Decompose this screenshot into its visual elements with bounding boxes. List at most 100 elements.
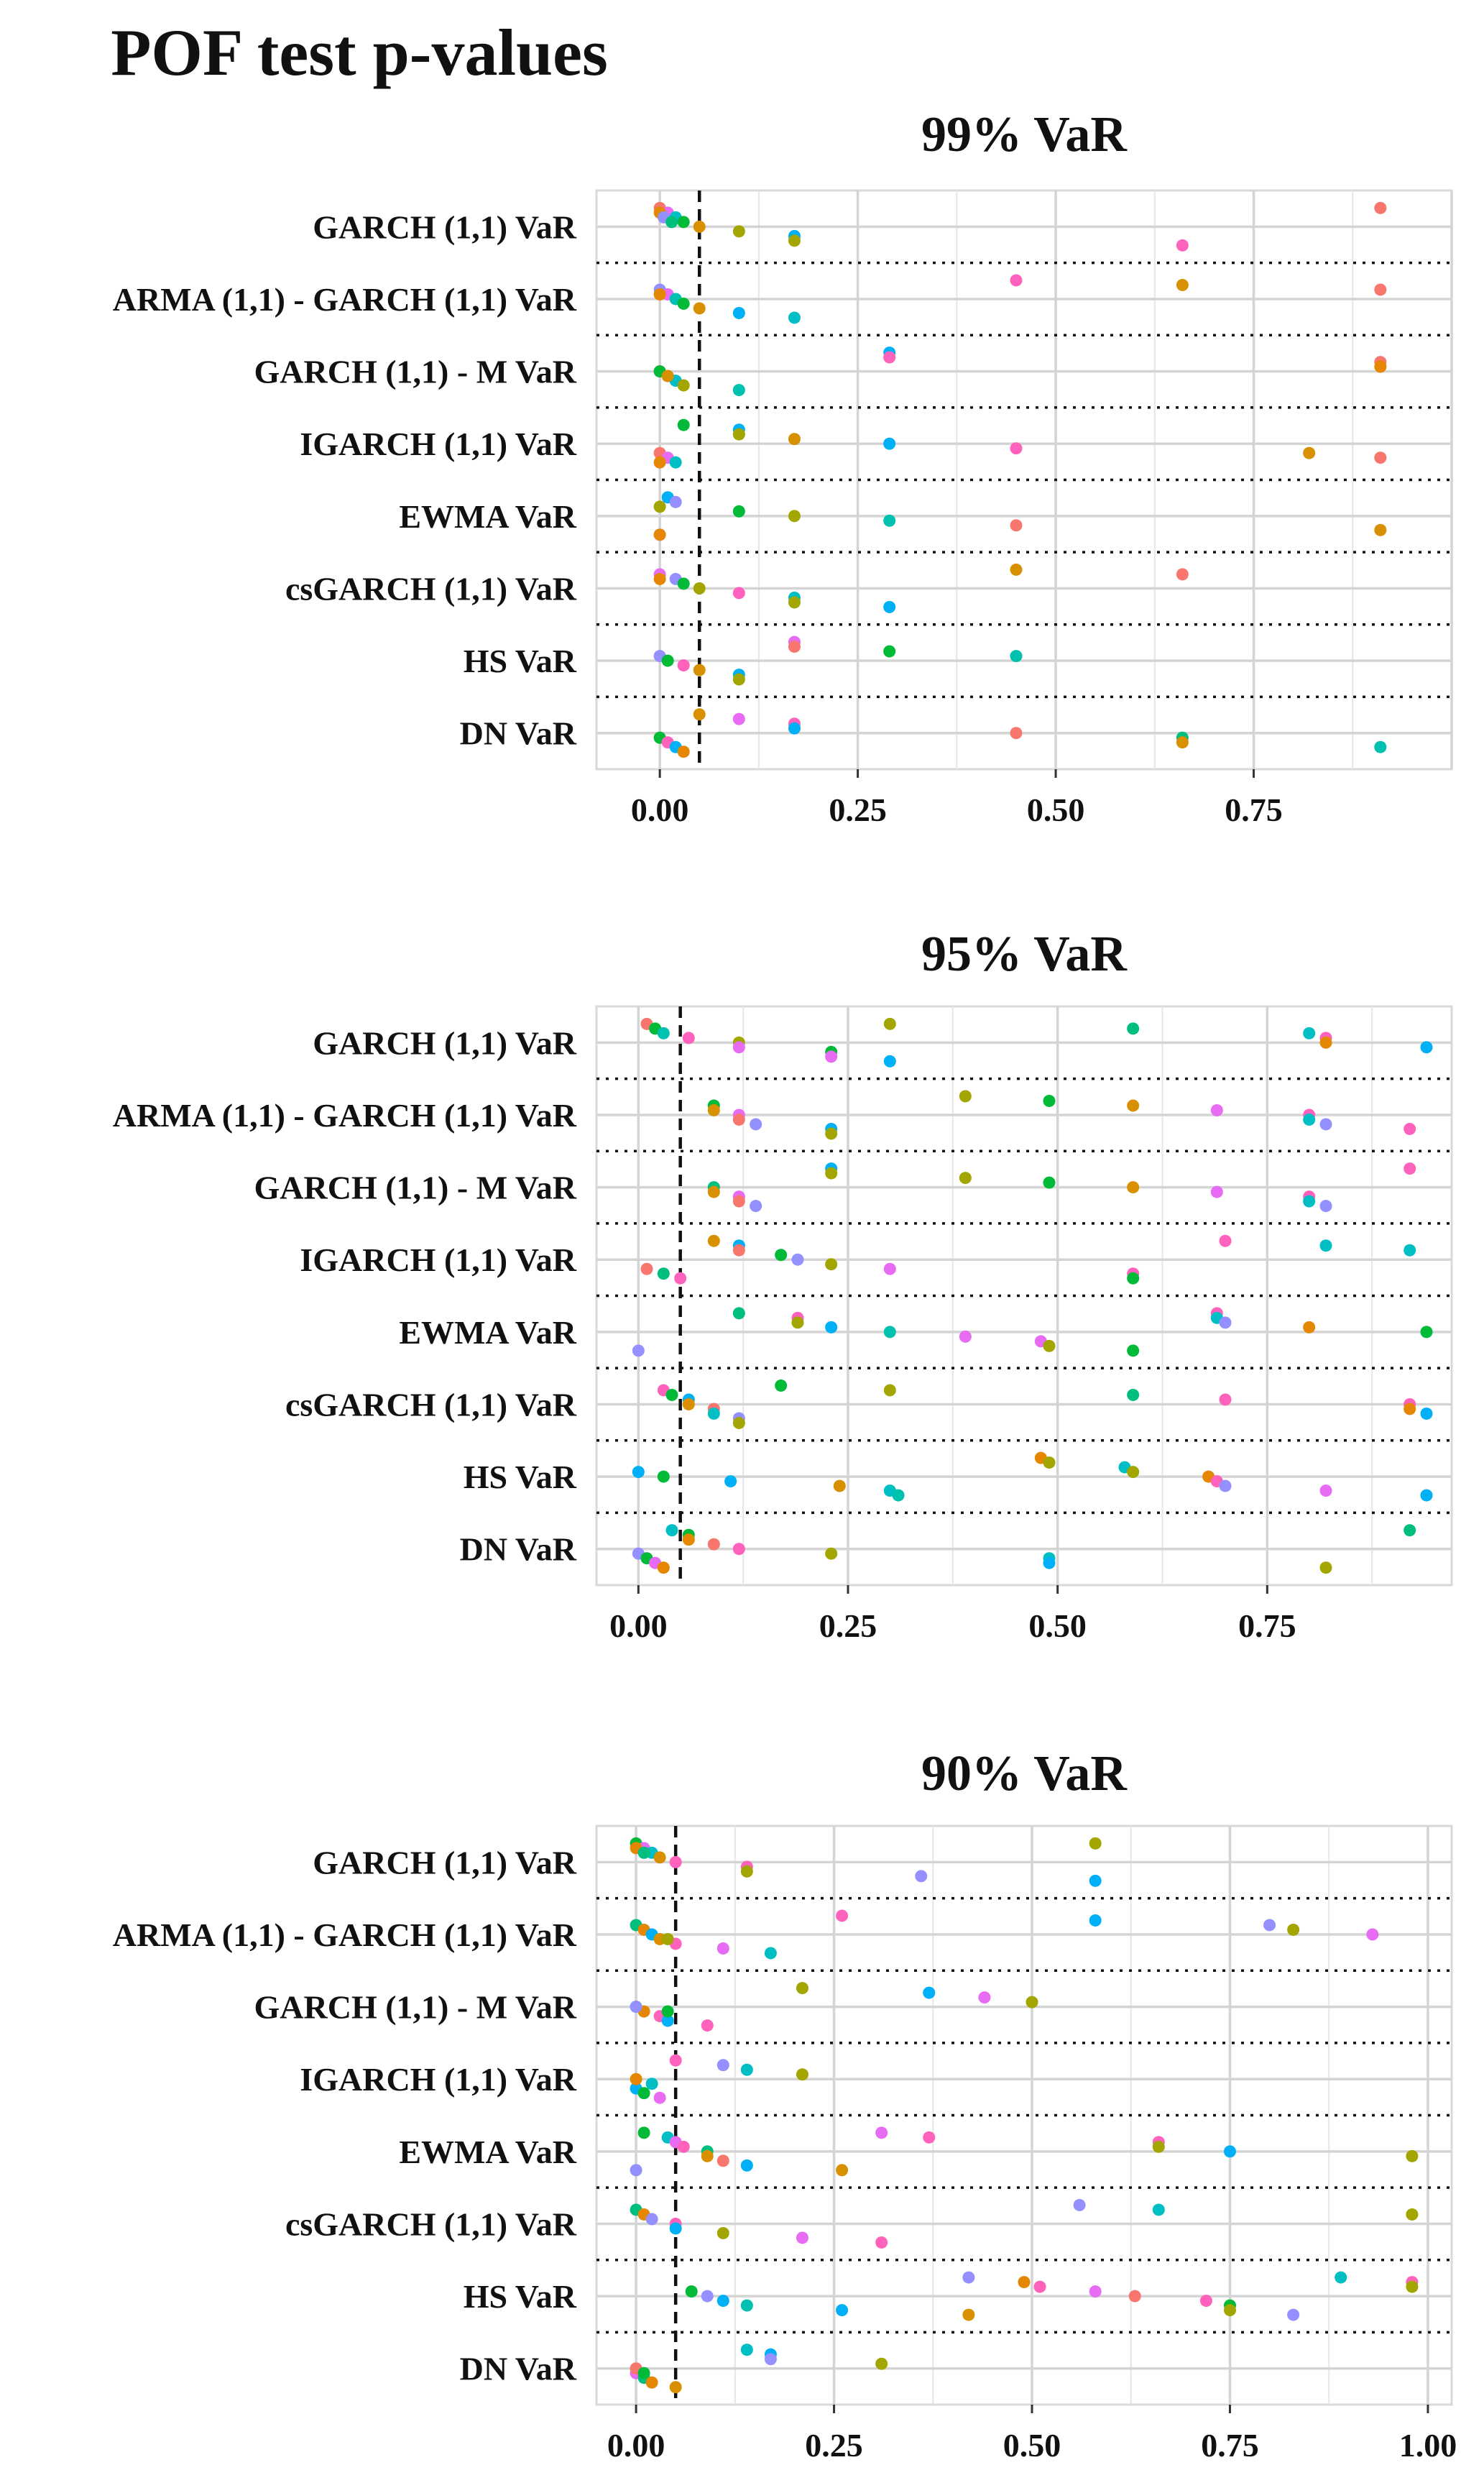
data-point: [962, 2308, 975, 2321]
data-point: [1089, 1837, 1102, 1850]
category-label: GARCH (1,1) VaR: [313, 1844, 577, 1881]
data-point: [1043, 1176, 1056, 1189]
data-point: [1043, 1456, 1056, 1469]
category-label: GARCH (1,1) VaR: [313, 1024, 577, 1061]
data-point: [677, 745, 690, 758]
data-point: [1043, 1556, 1056, 1569]
data-point: [707, 1185, 720, 1198]
data-point: [1176, 239, 1189, 252]
data-point: [1404, 1524, 1416, 1537]
data-point: [682, 1533, 695, 1546]
data-point: [764, 1947, 777, 1960]
data-point: [1018, 2276, 1031, 2289]
data-point: [788, 596, 801, 609]
data-point: [661, 369, 674, 382]
data-point: [653, 500, 666, 513]
data-point: [883, 514, 896, 527]
category-label: IGARCH (1,1) VaR: [300, 1241, 576, 1278]
x-tick-label: 0.50: [1003, 2427, 1061, 2464]
x-tick-label: 0.00: [609, 1607, 668, 1644]
data-point: [740, 2344, 753, 2356]
data-point: [657, 1470, 670, 1483]
data-point: [716, 1942, 729, 1955]
data-point: [1089, 1874, 1102, 1887]
data-point: [645, 2078, 658, 2090]
data-point: [665, 1524, 678, 1537]
data-point: [637, 2126, 650, 2139]
data-point: [716, 2059, 729, 2072]
data-point: [669, 1855, 682, 1868]
data-point: [637, 2367, 650, 2379]
x-tick-label: 0.50: [1027, 791, 1085, 828]
data-point: [962, 2271, 975, 2284]
data-point: [796, 1982, 808, 1995]
plot-area: [595, 1005, 1453, 1587]
plot-area: [595, 1824, 1453, 2406]
data-point: [1043, 1094, 1056, 1107]
category-label: DN VaR: [460, 2351, 577, 2387]
data-point: [825, 1050, 838, 1063]
data-point: [665, 216, 678, 229]
panel-title: 90% VaR: [921, 1746, 1128, 1801]
data-point: [1404, 1403, 1416, 1415]
data-point: [732, 1416, 745, 1429]
data-point: [665, 1388, 678, 1401]
data-point: [796, 2068, 808, 2081]
data-point: [669, 495, 682, 508]
data-point: [1319, 1036, 1332, 1049]
data-point: [732, 505, 745, 518]
category-label: GARCH (1,1) VaR: [313, 208, 577, 245]
data-point: [788, 722, 801, 735]
x-tick-label: 0.50: [1028, 1607, 1087, 1644]
data-point: [677, 297, 690, 310]
data-point: [732, 428, 745, 441]
data-point: [657, 1027, 670, 1039]
data-point: [630, 2072, 642, 2085]
data-point: [677, 379, 690, 392]
panel-2: 90% VaR GARCH (1,1) VaR ARMA (1,1) - GARCH…: [113, 1746, 1457, 2464]
data-point: [1219, 1234, 1232, 1247]
data-point: [1127, 1099, 1140, 1112]
data-point: [632, 1344, 645, 1357]
data-point: [1374, 740, 1387, 753]
data-point: [693, 302, 706, 315]
data-point: [653, 1851, 666, 1864]
data-point: [682, 1397, 695, 1410]
data-point: [1033, 2280, 1046, 2293]
data-point: [682, 1032, 695, 1045]
data-point: [915, 1870, 928, 1883]
data-point: [630, 2001, 642, 2014]
data-point: [1128, 2290, 1141, 2303]
data-point: [693, 664, 706, 676]
data-point: [1152, 2140, 1165, 2153]
data-point: [1176, 736, 1189, 749]
data-point: [707, 1407, 720, 1420]
data-point: [661, 654, 674, 667]
data-point: [716, 2295, 729, 2308]
data-point: [883, 1326, 896, 1339]
data-point: [701, 2019, 714, 2032]
data-point: [825, 1258, 838, 1271]
data-point: [1127, 1181, 1140, 1194]
data-point: [716, 2154, 729, 2167]
data-point: [653, 288, 666, 300]
data-point: [1406, 2149, 1419, 2162]
data-point: [1223, 2145, 1236, 2158]
data-point: [883, 1055, 896, 1068]
data-point: [764, 2353, 777, 2366]
data-point: [959, 1090, 972, 1103]
category-label: IGARCH (1,1) VaR: [300, 2061, 576, 2098]
data-point: [1374, 360, 1387, 373]
data-point: [677, 216, 690, 229]
data-point: [883, 437, 896, 450]
data-point: [1010, 519, 1023, 532]
data-point: [1010, 274, 1023, 287]
data-point: [1010, 650, 1023, 663]
category-label: HS VaR: [464, 2278, 577, 2315]
data-point: [693, 582, 706, 595]
data-point: [825, 1321, 838, 1333]
data-point: [825, 1547, 838, 1560]
category-label: HS VaR: [464, 643, 577, 679]
data-point: [1406, 2208, 1419, 2221]
data-point: [1374, 201, 1387, 214]
